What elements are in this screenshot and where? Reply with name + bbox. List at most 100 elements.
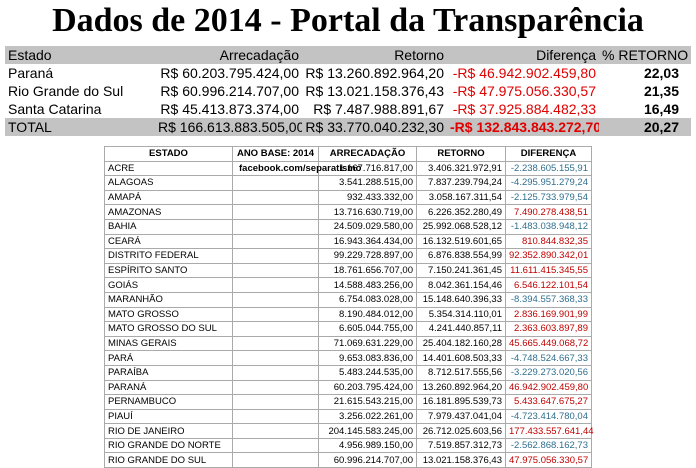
cell: 13.021.158.376,43 [416,452,506,468]
states-table: ESTADO ANO BASE: 2014 ARRECADAÇÃO RETORNO DI… [104,146,594,468]
cell: -R$ 46.942.902.459,80 [452,65,596,81]
cell [232,335,319,352]
row: Paraná R$ 60.203.795.424,00 R$ 13.260.892.… [5,64,691,82]
cell: PERNAMBUCO [104,394,233,410]
cell: RIO GRANDE DO SUL [104,452,233,468]
cell [232,408,319,425]
cell: AMAPÁ [104,189,233,206]
cell: ALAGOAS [104,175,233,191]
cell: 6.546.122.101,54 [505,277,592,293]
cell: R$ 33.770.040.232,30 [302,118,447,136]
cell: % RETORNO [599,46,691,64]
cell: ESTADO [104,146,233,162]
cell: R$ 60.203.795.424,00 [160,65,299,81]
cell: 7.837.239.794,24 [416,175,506,191]
cell: 16.132.519.601,65 [416,233,506,250]
cell: 47.975.056.330,57 [505,452,592,468]
cell: 177.433.557.641,44 [505,423,594,439]
cell: MATO GROSSO DO SUL [104,321,233,337]
cell: CEARÁ [104,233,233,250]
cell: -1.483.038.948,12 [505,218,592,235]
cell: 8.190.484.012,00 [318,306,417,323]
row: RIO DE JANEIRO 204.145.583.245,00 26.712.0… [104,423,594,439]
cell: -2.562.868.162,73 [505,437,592,454]
cell: 4.241.440.857,11 [416,321,506,337]
cell: R$ 13.021.158.376,43 [305,83,444,99]
cell: MARANHÃO [104,291,233,308]
row: PIAUÍ 3.256.022.261,00 7.979.437.041,04 -4.… [104,408,592,425]
cell [232,306,319,323]
cell: RIO GRANDE DO NORTE [104,437,233,454]
cell: -8.394.557.368,33 [505,291,592,308]
cell: 21,35 [643,83,679,99]
cell: ACRE [104,160,233,177]
cell: 60.996.214.707,00 [318,452,417,468]
cell: 14.401.608.503,33 [416,350,506,366]
cell: 810.844.832,35 [505,233,592,250]
cell: Retorno [302,46,447,64]
cell [232,204,319,220]
cell: PARANÁ [104,379,233,396]
cell: R$ 45.413.873.374,00 [160,101,299,117]
cell [232,394,319,410]
cell [232,452,319,468]
cell: 9.653.083.836,00 [318,350,417,366]
cell: RETORNO [416,146,506,162]
cell: 46.942.902.459,80 [505,379,592,396]
cell: 24.509.029.580,00 [318,218,417,235]
row: BAHIA 24.509.029.580,00 25.992.068.528,12-… [104,218,592,235]
row: PARAÍBA 5.483.244.535,00 8.712.517.555,56-… [104,364,592,381]
cell: PIAUÍ [104,408,233,425]
row: ESPÍRITO SANTO 18.761.656.707,00 7.150.241… [104,262,592,279]
cell: BAHIA [104,218,233,235]
row: ALAGOAS 3.541.288.515,00 7.837.239.794,24-… [104,175,592,191]
cell: -4.295.951.279,24 [505,175,592,191]
cell: Rio Grande do Sul [8,83,124,99]
row: MARANHÃO 6.754.083.028,00 15.148.640.396,3… [104,291,592,308]
cell: R$ 166.613.883.505,00 [155,118,302,136]
cell: R$ 13.260.892.964,20 [305,65,444,81]
row: RIO GRANDE DO NORTE 4.956.989.150,00 7.519… [104,437,592,454]
cell [232,437,319,454]
row: PARANÁ 60.203.795.424,00 13.260.892.964,20… [104,379,592,396]
cell: DIFERENÇA [505,146,592,162]
cell: 16.181.895.539,73 [416,394,506,410]
cell: ESPÍRITO SANTO [104,262,233,279]
row: PERNAMBUCO 21.615.543.215,00 16.181.895.53… [104,394,592,410]
cell: 2.836.169.901,99 [505,306,592,323]
cell: ARRECADAÇÃO [318,146,417,162]
cell: PARAÍBA [104,364,233,381]
cell: 25.992.068.528,12 [416,218,506,235]
cell: 13.260.892.964,20 [416,379,506,396]
summary-table: Estado Arrecadação Retorno Diferença% RETOR… [5,46,691,136]
row: MINAS GERAIS 71.069.631.229,00 25.404.182.… [104,335,592,352]
row: TOTAL R$ 166.613.883.505,00 R$ 33.770.040.… [5,118,691,136]
cell [232,364,319,381]
cell: 13.716.630.719,00 [318,204,417,220]
cell: 6.876.838.554,99 [416,248,506,264]
cell: TOTAL [5,118,155,136]
cell: 204.145.583.245,00 [318,423,417,439]
cell: 7.150.241.361,45 [416,262,506,279]
cell: Estado [5,46,155,64]
cell: 99.229.728.897,00 [318,248,417,264]
cell: 60.203.795.424,00 [318,379,417,396]
cell [232,321,319,337]
cell: 5.433.647.675,27 [505,394,592,410]
cell: 18.761.656.707,00 [318,262,417,279]
cell: -R$ 132.843.843.272,70 [447,118,599,136]
cell: 7.519.857.312,73 [416,437,506,454]
cell: Diferença [447,46,599,64]
cell: Arrecadação [155,46,302,64]
cell: 8.042.361.154,46 [416,277,506,293]
cell: 3.058.167.311,54 [416,189,506,206]
cell: 3.256.022.261,00 [318,408,417,425]
cell: MATO GROSSO [104,306,233,323]
row: MATO GROSSO 8.190.484.012,00 5.354.314.110… [104,306,592,323]
cell: 6.226.352.280,49 [416,204,506,220]
cell [232,277,319,293]
row: ACRE facebook.com/separatismo 1.167.716.81… [104,160,592,177]
title: Dados de 2014 - Portal da Transparência [52,2,644,39]
cell: 21.615.543.215,00 [318,394,417,410]
